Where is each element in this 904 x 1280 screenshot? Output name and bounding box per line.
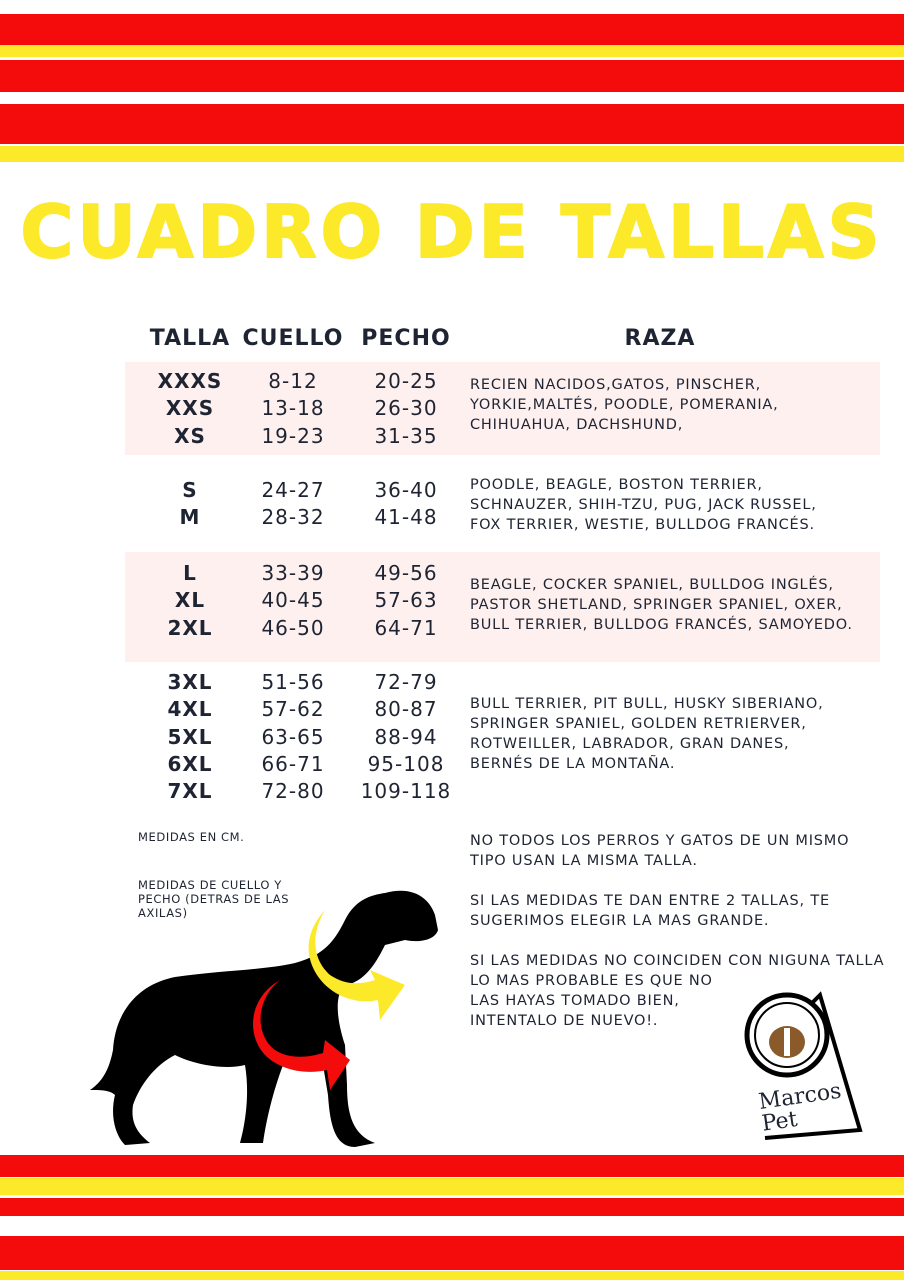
raza-cell: POODLE, BEAGLE, BOSTON TERRIER, SCHNAUZE… <box>470 477 817 533</box>
talla-cell: L XL 2XL <box>167 561 213 640</box>
pecho-cell: 20-25 26-30 31-35 <box>374 369 438 448</box>
row-band <box>125 552 880 662</box>
pecho-cell: 72-79 80-87 88-94 95-108 109-118 <box>360 670 452 804</box>
units-note: MEDIDAS EN CM. <box>138 830 245 844</box>
pecho-cell: 36-40 41-48 <box>374 478 438 530</box>
header-pecho: PECHO <box>361 326 451 351</box>
page-title: CUADRO DE TALLAS <box>20 189 884 275</box>
cuello-cell: 24-27 28-32 <box>261 478 325 530</box>
advice-notes: NO TODOS LOS PERROS Y GATOS DE UN MISMO … <box>470 831 890 1051</box>
talla-cell: 3XL 4XL 5XL 6XL 7XL <box>167 670 213 804</box>
neck-arrow <box>308 910 405 1020</box>
row-band <box>125 362 880 455</box>
talla-cell: XXXS XXS XS <box>157 369 223 448</box>
chest-arrow <box>253 980 350 1090</box>
header-cuello: CUELLO <box>242 326 344 351</box>
raza-cell: BEAGLE, COCKER SPANIEL, BULLDOG INGLÉS, … <box>470 577 853 633</box>
advice-note: SI LAS MEDIDAS NO COINCIDEN CON NIGUNA T… <box>470 953 885 1029</box>
advice-note: SI LAS MEDIDAS TE DAN ENTRE 2 TALLAS, TE… <box>470 893 830 929</box>
raza-cell: BULL TERRIER, PIT BULL, HUSKY SIBERIANO,… <box>470 696 824 772</box>
dog-illustration <box>90 890 438 1147</box>
cuello-cell: 33-39 40-45 46-50 <box>261 561 325 640</box>
header-talla: TALLA <box>149 326 231 351</box>
dog-silhouette <box>90 890 438 1147</box>
brand-logo: Marcos Pet <box>740 990 865 1140</box>
raza-cell: RECIEN NACIDOS,GATOS, PINSCHER, YORKIE,M… <box>470 377 779 433</box>
advice-note: NO TODOS LOS PERROS Y GATOS DE UN MISMO … <box>470 833 850 869</box>
measure-note: MEDIDAS DE CUELLO Y PECHO (DETRAS DE LAS… <box>138 878 290 920</box>
talla-cell: S M <box>179 478 201 530</box>
cuello-cell: 51-56 57-62 63-65 66-71 72-80 <box>261 670 325 804</box>
pecho-cell: 49-56 57-63 64-71 <box>374 561 438 640</box>
header-raza: RAZA <box>624 326 696 351</box>
cuello-cell: 8-12 13-18 19-23 <box>261 369 325 448</box>
logo-frame <box>744 991 863 1140</box>
